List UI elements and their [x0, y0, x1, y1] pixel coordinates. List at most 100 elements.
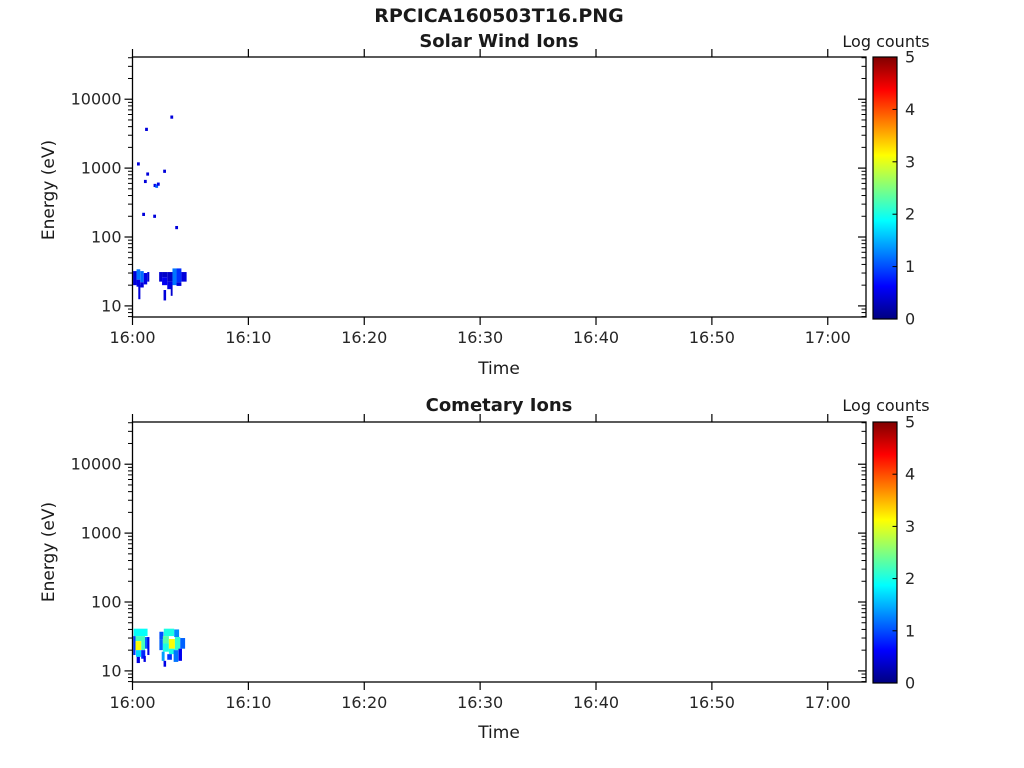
y-tick-label: 100: [91, 228, 122, 247]
scatter-dot: [170, 115, 174, 119]
spectrogram-cell: [141, 636, 146, 651]
colorbar-tick-label: 4: [905, 100, 915, 119]
spectrogram-cell: [135, 636, 142, 642]
y-tick-label: 100: [91, 593, 122, 612]
scatter-dot: [145, 127, 148, 131]
panel2-title: Cometary Ions: [425, 395, 573, 416]
spectrogram-cell: [167, 654, 172, 660]
spectrogram-cell: [159, 639, 163, 651]
x-tick-label: 16:40: [573, 328, 619, 347]
panel1-colorbar-label: Log counts: [842, 32, 930, 51]
colorbar-tick-label: 1: [905, 257, 915, 276]
colorbar-tick-label: 1: [905, 621, 915, 640]
y-tick-label: 1000: [81, 524, 122, 543]
colorbar-tick-label: 5: [905, 413, 915, 432]
x-tick-label: 16:10: [225, 693, 271, 712]
scatter-dot: [175, 225, 179, 230]
colorbar-tick-label: 3: [905, 152, 915, 171]
y-tick-label: 10000: [71, 90, 122, 109]
y-tick-label: 10: [101, 296, 121, 315]
colorbar-tick-label: 5: [905, 48, 915, 67]
spectrogram-cell: [135, 641, 142, 651]
y-tick-label: 10: [101, 661, 121, 680]
spectrogram-cell: [162, 277, 168, 286]
spectrogram-cell: [162, 272, 168, 278]
y-tick-label: 1000: [81, 159, 122, 178]
panel2-colorbar-label: Log counts: [842, 396, 930, 415]
spectrogram-cell: [168, 648, 175, 655]
spectrogram-cell: [140, 282, 144, 288]
panel1-x-axis-label: Time: [478, 359, 520, 379]
colorbar: [872, 56, 898, 320]
plot-border: [131, 421, 867, 683]
colorbar: [872, 421, 898, 684]
scatter-dot: [155, 184, 159, 188]
panel1-title: Solar Wind Ions: [419, 31, 579, 52]
spectrogram-cell: [147, 272, 150, 282]
scatter-dot: [156, 182, 160, 186]
x-tick-label: 17:00: [805, 693, 851, 712]
x-tick-label: 16:40: [573, 693, 619, 712]
spectrogram-cell: [174, 629, 180, 638]
spectrogram-cell: [147, 637, 150, 656]
scatter-dot: [142, 212, 146, 216]
colorbar-tick-label: 3: [905, 517, 915, 536]
colorbar-tick-label: 0: [905, 674, 915, 693]
spectrogram-cell: [172, 268, 177, 286]
spectrogram-cell: [180, 638, 186, 649]
x-tick-label: 17:00: [805, 328, 851, 347]
spectrogram-cell: [173, 650, 179, 662]
spectrogram-cell: [136, 279, 141, 287]
spectrogram-cell: [140, 271, 144, 283]
spectrogram-cell: [176, 268, 182, 283]
spectrogram-cell: [178, 648, 182, 661]
spectrogram-cell: [143, 273, 148, 285]
scatter-dot: [153, 214, 157, 218]
x-tick-label: 16:30: [457, 693, 503, 712]
spectrogram-cell: [159, 631, 164, 640]
colorbar-tick-label: 0: [905, 310, 915, 329]
x-tick-label: 16:20: [341, 328, 387, 347]
x-tick-label: 16:50: [689, 693, 735, 712]
spectrogram-cell: [133, 628, 148, 637]
colorbar-tick-label: 2: [905, 205, 915, 224]
spectrogram-cell: [163, 628, 175, 637]
scatter-dot: [136, 162, 140, 166]
spectrogram-cell: [163, 660, 167, 667]
scatter-dot: [143, 179, 147, 184]
scatter-dot: [163, 169, 166, 173]
plot-border: [131, 56, 867, 318]
spectrogram-cell: [174, 637, 181, 651]
spectrogram-cell: [136, 656, 140, 664]
spectrogram-cell: [133, 271, 137, 286]
spectrogram-cell: [159, 272, 163, 282]
spectrogram-cell: [176, 282, 182, 286]
spectrogram-cell: [181, 272, 187, 282]
spectrogram-cell: [168, 639, 175, 649]
spectrogram-cell: [143, 655, 146, 662]
scatter-dot: [146, 172, 150, 176]
scatter-dot: [153, 183, 157, 188]
spectrogram-cell: [170, 285, 173, 296]
spectrogram-cell: [167, 272, 173, 282]
colorbar-tick-label: 2: [905, 569, 915, 588]
x-tick-label: 16:30: [457, 328, 503, 347]
spectrogram-cell: [145, 637, 148, 649]
spectrogram-cell: [138, 285, 141, 300]
x-tick-label: 16:00: [109, 693, 155, 712]
spectrogram-cell: [141, 650, 146, 659]
spectrogram-cell: [136, 269, 141, 280]
spectrogram-cell: [167, 281, 173, 290]
panel2-x-axis-label: Time: [478, 723, 520, 743]
figure-title: RPCICA160503T16.PNG: [374, 5, 624, 27]
spectrogram-cell: [162, 643, 169, 652]
spectrogram-cell: [163, 290, 167, 301]
y-tick-label: 10000: [71, 455, 122, 474]
spectrogram-cell: [135, 650, 142, 657]
x-tick-label: 16:00: [109, 328, 155, 347]
spectrogram-cell: [162, 636, 169, 644]
spectrogram-cell: [133, 636, 136, 656]
x-tick-label: 16:20: [341, 693, 387, 712]
